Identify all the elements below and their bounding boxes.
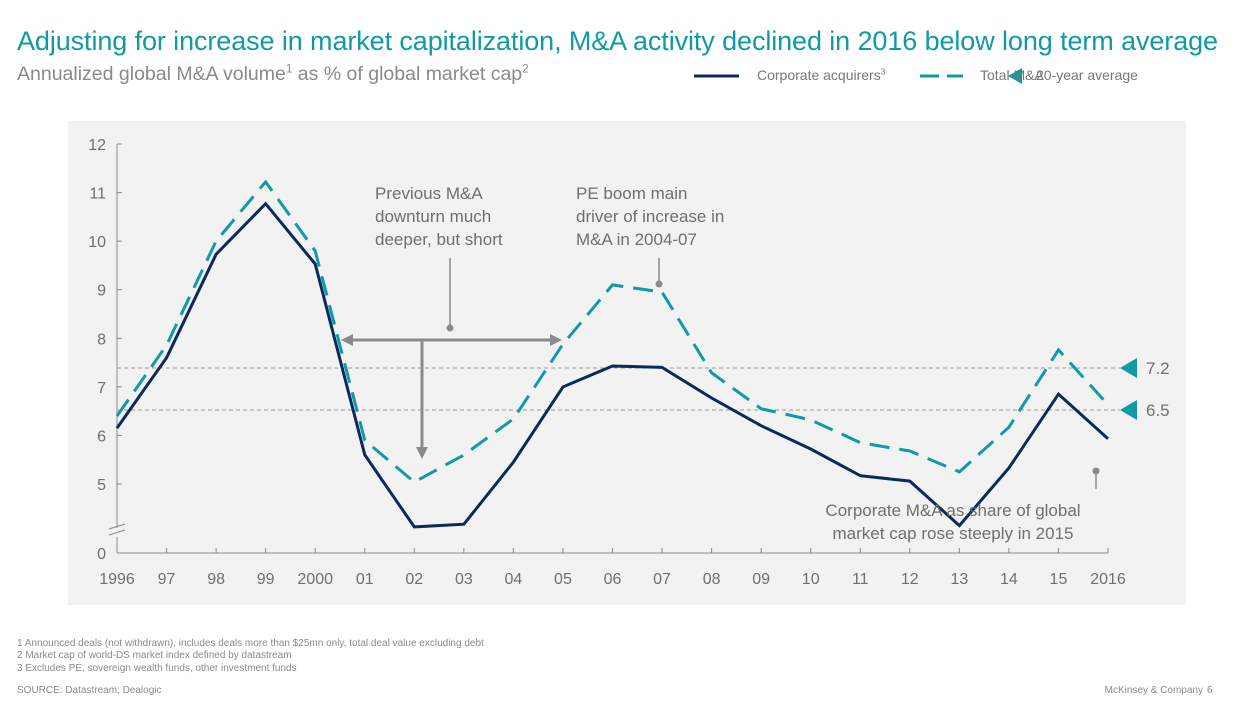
annotation-downturn-line-3: deeper, but short — [375, 230, 503, 249]
average-marker-triangle-icon — [1120, 400, 1137, 420]
annotation-pe-boom-line-3: M&A in 2004-07 — [576, 230, 697, 249]
x-tick-label: 04 — [505, 571, 523, 588]
x-tick-label: 05 — [554, 571, 572, 588]
x-tick-label: 09 — [752, 571, 770, 588]
y-tick-label: 11 — [89, 186, 106, 203]
y-tick-label: 10 — [88, 234, 106, 251]
y-tick-label: 12 — [88, 137, 106, 154]
annotation-downturn-line-1: Previous M&A — [375, 184, 483, 203]
x-tick-label: 12 — [901, 571, 919, 588]
x-tick-label: 13 — [950, 571, 968, 588]
annotation-pe-boom-line-1: PE boom main — [576, 184, 688, 203]
x-tick-label: 11 — [852, 571, 869, 588]
legend-average-triangle-icon — [1008, 68, 1022, 84]
annotation-pe-boom-line-2: driver of increase in — [576, 207, 724, 226]
chart-subtitle: Annualized global M&A volume1 as % of gl… — [17, 63, 529, 86]
arrowhead-left-icon — [341, 334, 353, 346]
company-name: McKinsey & Company — [1104, 685, 1203, 696]
annotation-pe-boom-dot — [655, 280, 663, 288]
x-tick-label: 14 — [1000, 571, 1018, 588]
annotation-2015-dot — [1092, 467, 1100, 475]
legend-label-corporate: Corporate acquirers — [757, 67, 881, 83]
x-tick-label: 01 — [356, 571, 374, 588]
series-line-corporate-acquirers — [115, 201, 1110, 529]
annotation-2015-line-2: market cap rose steeply in 2015 — [833, 524, 1074, 543]
annotations: Previous M&A downturn much deeper, but s… — [341, 184, 1100, 543]
annotation-downturn-line-2: downturn much — [375, 207, 491, 226]
x-tick-label: 15 — [1050, 571, 1068, 588]
legend-swatches — [694, 68, 1022, 84]
x-tick-label: 06 — [604, 571, 622, 588]
footnote-2: 2 Market cap of world-DS market index de… — [17, 650, 292, 662]
x-tick-label: 97 — [158, 571, 176, 588]
y-tick-label: 6 — [97, 428, 106, 445]
footnote-ref-1: 1 — [285, 62, 293, 76]
average-value-label: 7.2 — [1146, 359, 1170, 378]
annotation-2015-line-1: Corporate M&A as share of global — [825, 501, 1080, 520]
average-value-label: 6.5 — [1146, 401, 1170, 420]
annotation-downturn-dot — [446, 324, 454, 332]
chart-legend: Corporate acquirers3 Total M&A 20-year a… — [0, 66, 1255, 88]
page-title: Adjusting for increase in market capital… — [17, 26, 1218, 56]
chart-panel — [68, 121, 1186, 605]
source-note: SOURCE: Datastream; Dealogic — [17, 685, 162, 696]
footnote-ref-2: 2 — [522, 62, 529, 76]
x-tick-label: 08 — [703, 571, 721, 588]
x-tick-label: 10 — [802, 571, 820, 588]
footnote-ref-3: 3 — [880, 66, 886, 77]
legend-label-total: Total M&A — [980, 67, 1044, 83]
x-tick-label: 2016 — [1090, 571, 1126, 588]
legend-item-corporate: Corporate acquirers3 — [757, 67, 885, 83]
arrowhead-down-icon — [416, 447, 428, 459]
subtitle-text: Annualized global M&A volume — [17, 63, 286, 85]
y-tick-label: 7 — [97, 380, 106, 397]
x-tick-label: 02 — [405, 571, 423, 588]
x-tick-label: 07 — [653, 571, 671, 588]
series-line-total-ma — [115, 179, 1110, 484]
y-tick-label: 5 — [97, 477, 106, 494]
footnote-1: 1 Announced deals (not withdrawn), inclu… — [17, 638, 484, 649]
average-marker-triangle-icon — [1120, 358, 1137, 378]
x-tick-label: 98 — [207, 571, 225, 588]
y-tick-label: 9 — [97, 283, 106, 300]
legend-label-average: 20-year average — [1036, 67, 1138, 83]
subtitle-text-2: as % of global market cap — [292, 63, 523, 85]
x-tick-label: 1996 — [99, 571, 135, 588]
y-tick-label: 0 — [97, 546, 106, 563]
x-tick-label: 03 — [455, 571, 473, 588]
footnote-3: 3 Excludes PE, sovereign wealth funds, o… — [17, 662, 297, 674]
x-tick-label: 2000 — [297, 571, 333, 588]
reference-lines: 7.2 6.5 — [117, 358, 1170, 420]
arrowhead-right-icon — [550, 334, 562, 346]
axis-break-mark — [108, 523, 126, 530]
axis-break-mark — [108, 529, 126, 536]
y-tick-label: 8 — [97, 331, 106, 348]
x-tick-label: 99 — [257, 571, 275, 588]
series-lines — [115, 179, 1110, 529]
footnotes: 1 Announced deals (not withdrawn), inclu… — [17, 638, 484, 675]
